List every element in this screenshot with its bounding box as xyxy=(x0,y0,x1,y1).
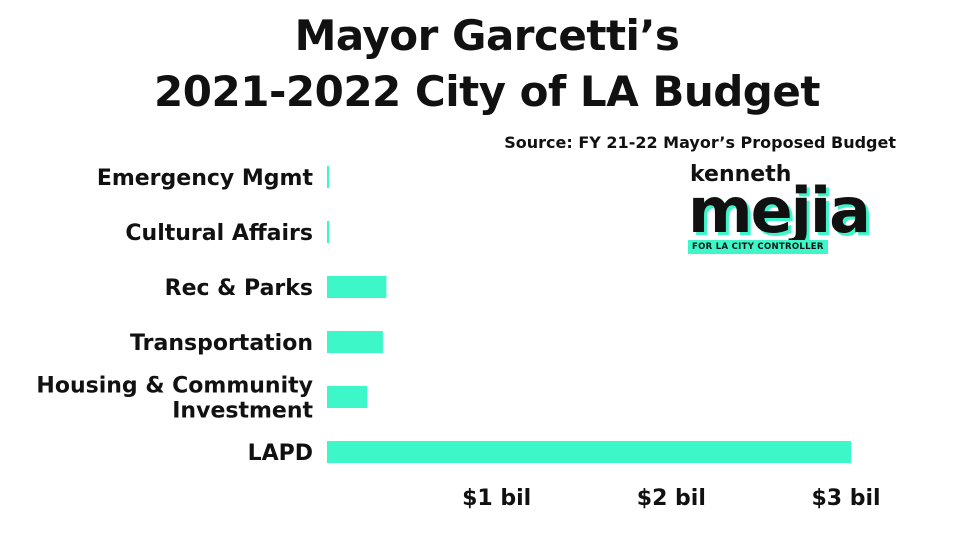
category-label-0: Emergency Mgmt xyxy=(97,166,314,191)
bar-4 xyxy=(327,386,368,408)
x-tick-label-1: $2 bil xyxy=(637,486,706,511)
x-tick-label-2: $3 bil xyxy=(811,486,880,511)
bar-group xyxy=(327,166,851,463)
category-label-group: Emergency Mgmt Cultural Affairs Rec & Park… xyxy=(36,166,313,466)
category-label-4-line2: Investment xyxy=(172,399,313,424)
bar-3 xyxy=(327,331,383,353)
chart-source: Source: FY 21-22 Mayor’s Proposed Budget xyxy=(504,133,896,152)
category-label-3: Transportation xyxy=(130,331,313,356)
bar-2 xyxy=(327,276,387,298)
x-tick-label-group: $1 bil $2 bil $3 bil xyxy=(462,486,880,511)
category-label-2: Rec & Parks xyxy=(165,276,313,301)
logo-line3: FOR LA CITY CONTROLLER xyxy=(688,240,828,254)
chart-title: Mayor Garcetti’s 2021-2022 City of LA Bu… xyxy=(0,8,974,120)
bar-5 xyxy=(327,441,851,463)
category-label-1: Cultural Affairs xyxy=(125,221,313,246)
bar-1 xyxy=(327,221,330,243)
bar-0 xyxy=(327,166,329,188)
category-label-4-line1: Housing & Community xyxy=(36,374,313,399)
chart-title-line2: 2021-2022 City of LA Budget xyxy=(154,67,820,116)
kenneth-mejia-logo: kenneth mejia FOR LA CITY CONTROLLER xyxy=(688,162,898,258)
x-tick-label-0: $1 bil xyxy=(462,486,531,511)
category-label-5: LAPD xyxy=(248,441,313,466)
logo-line2: mejia xyxy=(688,174,871,247)
chart-title-line1: Mayor Garcetti’s xyxy=(294,11,680,60)
logo-line1: kenneth xyxy=(690,162,792,187)
